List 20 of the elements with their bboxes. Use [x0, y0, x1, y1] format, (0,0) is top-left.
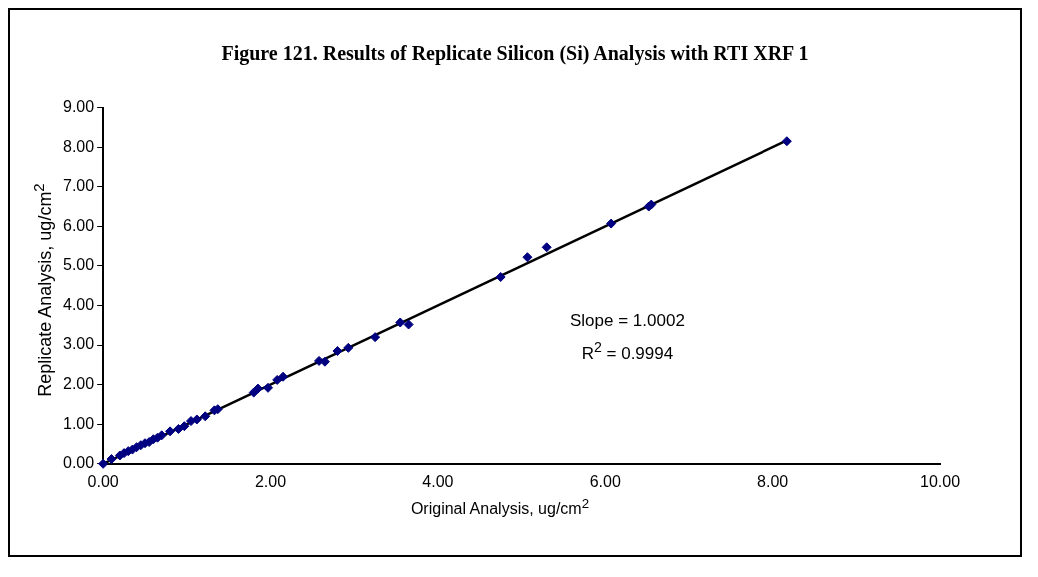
- x-tick-label: 10.00: [919, 472, 961, 490]
- y-tick-label: 5.00: [63, 256, 95, 274]
- x-tick-label: 6.00: [589, 472, 621, 490]
- x-axis-title: Original Analysis, ug/cm$^{2}$: [409, 496, 591, 519]
- y-tick-label: 7.00: [63, 177, 95, 195]
- x-tick-label: 8.00: [757, 472, 789, 490]
- y-tick-label: 6.00: [63, 216, 95, 234]
- annotation: R$^{2}$ = 0.9994: [580, 338, 675, 365]
- x-tick-label: 2.00: [254, 472, 287, 490]
- y-tick-label: 9.00: [63, 98, 95, 116]
- y-tick-label: 1.00: [63, 414, 95, 432]
- y-tick-label: 4.00: [63, 295, 95, 313]
- chart-title: Figure 121. Results of Replicate Silicon (Si) Analysis with RTI XRF 1: [220, 42, 810, 65]
- x-tick-label: 0.00: [87, 472, 119, 490]
- y-tick-label: 0.00: [63, 454, 95, 472]
- y-tick-label: 3.00: [63, 335, 95, 353]
- y-tick-label: 2.00: [63, 375, 95, 393]
- y-tick-label: 8.00: [63, 137, 95, 155]
- x-tick-label: 4.00: [422, 472, 454, 490]
- annotation: Slope = 1.0002: [570, 310, 685, 332]
